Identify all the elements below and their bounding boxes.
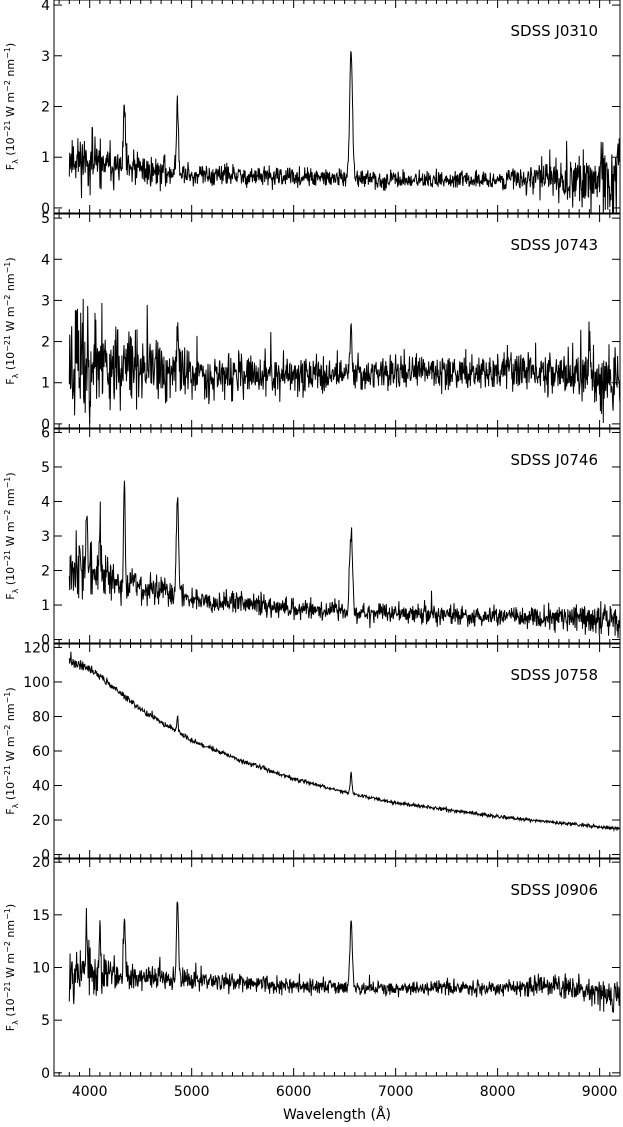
y-tick-label: 6	[41, 425, 50, 441]
y-axis-label: Fλ (10−21 W m−2 nm−1)	[3, 472, 20, 599]
y-tick-label: 0	[41, 1066, 50, 1082]
spectra-panels: 0 1 2 3 4 SDSS J0310 Fλ (10−21 W m−2 nm−1) 0 1 2 3…	[3, 0, 621, 1100]
x-tick-label: 9000	[582, 1084, 618, 1100]
spectrum-panel: 0 5 10 15 20 SDSS J0906 Fλ (10−21 W m−2 nm−1) 4…	[3, 855, 621, 1100]
y-tick-label: 15	[32, 908, 50, 924]
x-tick-label: 4000	[72, 1084, 108, 1100]
y-tick-label: 2	[41, 100, 50, 116]
panel-label: SDSS J0743	[511, 236, 598, 254]
y-axis-label: Fλ (10−21 W m−2 nm−1)	[3, 257, 20, 384]
y-tick-label: 5	[41, 460, 50, 476]
y-tick-label: 4	[41, 0, 50, 14]
y-tick-label: 120	[23, 640, 50, 656]
x-axis-label: Wavelength (Å)	[283, 1106, 391, 1123]
y-tick-label: 10	[32, 961, 50, 977]
panel-label: SDSS J0906	[511, 881, 598, 899]
y-tick-label: 3	[41, 529, 50, 545]
spectrum-line	[68, 901, 620, 1013]
y-tick-label: 2	[41, 335, 50, 351]
y-tick-label: 3	[41, 49, 50, 65]
y-axis-label: Fλ (10−21 W m−2 nm−1)	[3, 904, 20, 1031]
spectrum-panel: 0 1 2 3 4 5 SDSS J0743 Fλ (10−21 W m−2 nm−1)	[3, 211, 621, 433]
x-tick-label: 6000	[276, 1084, 312, 1100]
y-tick-label: 3	[41, 293, 50, 309]
spectrum-line	[68, 480, 620, 639]
y-tick-label: 1	[41, 150, 50, 166]
y-tick-label: 5	[41, 211, 50, 227]
panel-frame	[53, 213, 621, 429]
y-tick-label: 20	[32, 855, 50, 871]
spectrum-panel: 0 1 2 3 4 5 6 SDSS J0746 Fλ (10−21 W m−2 nm−1)	[3, 425, 621, 649]
spectrum-panel: 0 1 2 3 4 SDSS J0310 Fλ (10−21 W m−2 nm−1)	[3, 0, 621, 217]
y-tick-label: 60	[32, 744, 50, 760]
spectrum-line	[68, 651, 620, 833]
y-tick-label: 2	[41, 564, 50, 580]
y-tick-label: 40	[32, 779, 50, 795]
y-tick-label: 1	[41, 376, 50, 392]
x-tick-label: 7000	[378, 1084, 414, 1100]
y-tick-label: 0	[41, 633, 50, 649]
panel-label: SDSS J0746	[511, 451, 598, 469]
spectrum-line	[68, 298, 620, 424]
panel-label: SDSS J0758	[511, 666, 598, 684]
spectrum-line	[68, 51, 620, 213]
spectrum-panel: 0 20 40 60 80 100 120 SDSS J0758 Fλ (10−21 W m−2…	[3, 640, 621, 864]
y-tick-label: 0	[41, 848, 50, 864]
x-tick-label: 5000	[174, 1084, 210, 1100]
y-tick-label: 5	[41, 1013, 50, 1029]
x-tick-label: 8000	[480, 1084, 516, 1100]
y-tick-label: 0	[41, 417, 50, 433]
y-tick-label: 20	[32, 813, 50, 829]
y-tick-label: 4	[41, 252, 50, 268]
y-axis-label: Fλ (10−21 W m−2 nm−1)	[3, 43, 20, 170]
y-tick-label: 80	[32, 709, 50, 725]
y-axis-label: Fλ (10−21 W m−2 nm−1)	[3, 687, 20, 814]
y-tick-label: 4	[41, 494, 50, 510]
y-tick-label: 1	[41, 598, 50, 614]
y-tick-label: 100	[23, 675, 50, 691]
panel-label: SDSS J0310	[511, 22, 598, 40]
y-tick-label: 0	[41, 201, 50, 217]
